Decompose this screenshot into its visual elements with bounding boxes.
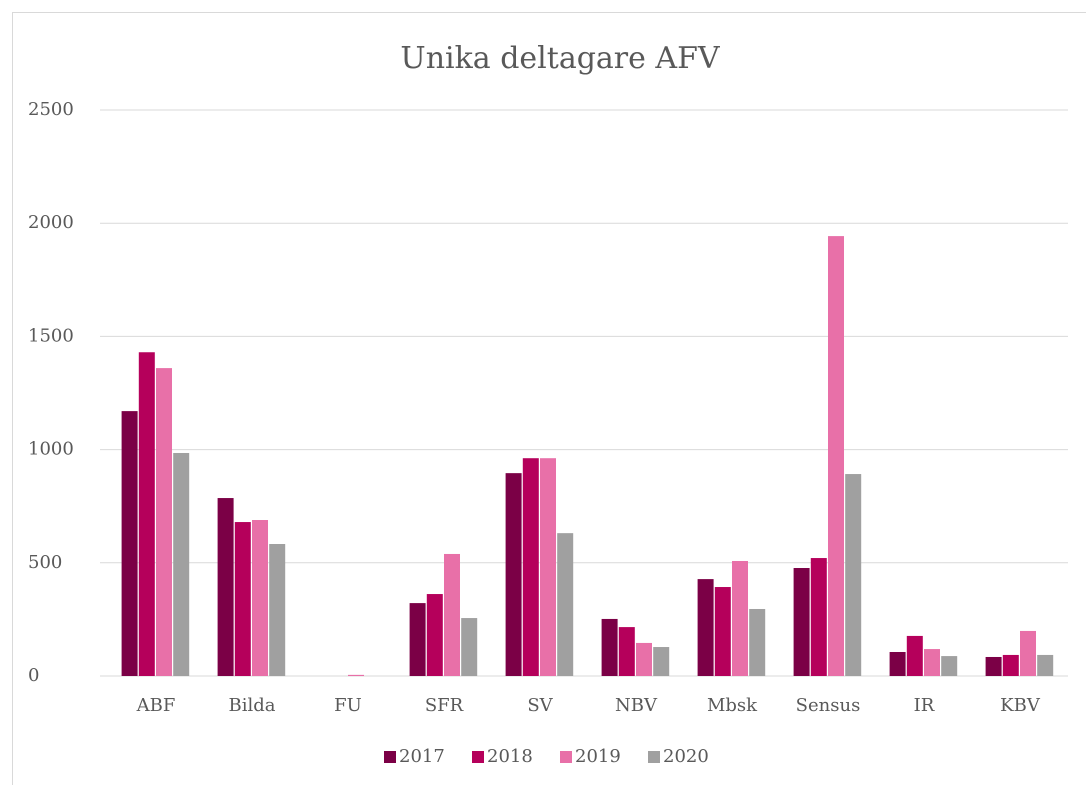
y-tick-label: 1000 bbox=[28, 439, 74, 460]
bar bbox=[1020, 631, 1036, 676]
bar bbox=[811, 558, 827, 676]
bar bbox=[540, 458, 556, 676]
bar bbox=[444, 554, 460, 676]
legend-swatch bbox=[384, 751, 396, 763]
x-tick-label: Mbsk bbox=[707, 695, 758, 716]
bar bbox=[523, 458, 539, 676]
bar bbox=[139, 352, 155, 676]
bar bbox=[506, 473, 522, 676]
bar bbox=[461, 618, 477, 676]
bar bbox=[828, 236, 844, 676]
bar bbox=[235, 522, 251, 676]
y-tick-label: 2000 bbox=[28, 212, 74, 233]
bar bbox=[173, 453, 189, 676]
bar bbox=[156, 368, 172, 676]
x-tick-label: ABF bbox=[136, 695, 176, 716]
bar bbox=[794, 568, 810, 676]
bar bbox=[986, 657, 1002, 676]
bar bbox=[269, 544, 285, 676]
legend-swatch bbox=[560, 751, 572, 763]
y-tick-label: 2500 bbox=[28, 99, 74, 120]
x-tick-label: NBV bbox=[615, 695, 658, 716]
legend-label: 2019 bbox=[575, 746, 621, 767]
bar bbox=[602, 619, 618, 676]
x-tick-label: SFR bbox=[425, 695, 464, 716]
x-tick-label: Sensus bbox=[796, 695, 861, 716]
y-tick-label: 500 bbox=[28, 552, 62, 573]
bar bbox=[619, 627, 635, 676]
bar bbox=[924, 649, 940, 676]
x-tick-label: IR bbox=[914, 695, 935, 716]
bar bbox=[749, 609, 765, 676]
bar bbox=[653, 647, 669, 676]
bar bbox=[348, 675, 364, 676]
bar bbox=[1037, 655, 1053, 676]
bar bbox=[698, 579, 714, 676]
legend-swatch bbox=[648, 751, 660, 763]
bar bbox=[636, 643, 652, 676]
bar bbox=[907, 636, 923, 676]
x-tick-label: KBV bbox=[1000, 695, 1041, 716]
bar bbox=[845, 474, 861, 676]
bar bbox=[252, 520, 268, 676]
y-tick-label: 0 bbox=[28, 665, 39, 686]
x-tick-label: Bilda bbox=[229, 695, 276, 716]
legend-label: 2018 bbox=[487, 746, 533, 767]
bar bbox=[410, 603, 426, 676]
chart-title: Unika deltagare AFV bbox=[400, 41, 720, 76]
bar bbox=[1003, 655, 1019, 676]
bar bbox=[715, 587, 731, 676]
bar bbox=[218, 498, 234, 676]
y-tick-label: 1500 bbox=[28, 325, 74, 346]
x-tick-label: SV bbox=[527, 695, 553, 716]
bar bbox=[732, 561, 748, 676]
legend-label: 2017 bbox=[399, 746, 445, 767]
legend-swatch bbox=[472, 751, 484, 763]
bar bbox=[427, 594, 443, 676]
x-tick-label: FU bbox=[334, 695, 362, 716]
bar bbox=[122, 411, 138, 676]
legend-label: 2020 bbox=[663, 746, 709, 767]
bar bbox=[557, 533, 573, 676]
bar bbox=[890, 652, 906, 676]
bar bbox=[941, 656, 957, 676]
